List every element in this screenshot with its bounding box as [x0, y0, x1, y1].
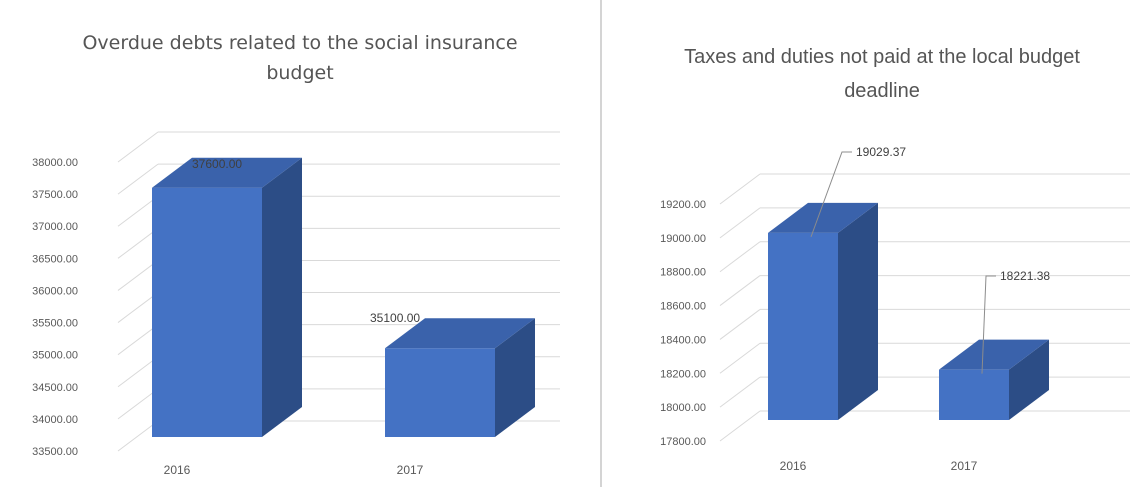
y-tick-label: 35000.00: [32, 350, 78, 362]
bar-chart-right: 17800.00 18000.00 18200.00 18400.00 18600.00…: [660, 145, 1130, 473]
data-label: 37600.00: [192, 157, 242, 171]
y-tick-label: 37500.00: [32, 189, 78, 201]
gridline-depth: [719, 309, 761, 340]
y-tick-label: 38000.00: [32, 157, 78, 169]
x-category-label: 2016: [164, 463, 191, 477]
gridline-depth: [117, 227, 159, 259]
gridline-depth: [719, 410, 761, 442]
bar-top: [768, 202, 878, 233]
chart-title: Overdue debts related to the social insu…: [82, 32, 518, 84]
bar-top: [152, 157, 302, 188]
gridline-depth: [719, 173, 761, 205]
bar-top: [939, 339, 1049, 370]
panel-divider: [600, 0, 602, 487]
x-category-label: 2016: [780, 459, 807, 473]
chart-panel-left: Overdue debts related to the social insu…: [32, 32, 560, 477]
bar-chart-left: 33500.00 34000.00 34500.00 35000.00 35500.00…: [32, 131, 560, 477]
chart-title: Taxes and duties not paid at the local b…: [684, 46, 1080, 102]
data-label: 35100.00: [370, 311, 420, 325]
x-category-label: 2017: [951, 459, 978, 473]
y-tick-label: 17800.00: [660, 436, 706, 448]
gridline-depth: [117, 163, 159, 195]
y-tick-label: 19000.00: [660, 233, 706, 245]
gridline-depth: [117, 131, 159, 163]
bar-front: [152, 187, 262, 437]
bar-side: [495, 318, 535, 437]
gridline-depth: [719, 207, 761, 239]
y-tick-label: 33500.00: [32, 446, 78, 458]
y-tick-label: 18200.00: [660, 368, 706, 380]
gridline-depth: [719, 376, 761, 408]
gridline-depth: [719, 275, 761, 306]
gridline-depth: [117, 420, 159, 452]
bar-front: [768, 232, 838, 420]
bar-side: [838, 202, 878, 420]
data-label-leader: [810, 151, 852, 238]
y-tick-label: 18000.00: [660, 402, 706, 414]
x-category-label: 2017: [397, 463, 424, 477]
bar-side: [262, 157, 302, 437]
y-tick-label: 19200.00: [660, 199, 706, 211]
data-label: 18221.38: [1000, 269, 1050, 283]
y-tick-label: 36000.00: [32, 285, 78, 297]
data-label-leader: [981, 275, 996, 374]
y-tick-label: 36500.00: [32, 253, 78, 265]
bar-front: [385, 348, 495, 437]
gridline-depth: [117, 388, 159, 420]
y-tick-label: 18800.00: [660, 267, 706, 279]
gridline-depth: [719, 241, 761, 273]
bar-side: [1009, 339, 1049, 420]
bar-top: [385, 318, 535, 349]
y-tick-label: 34000.00: [32, 414, 78, 426]
y-tick-label: 18600.00: [660, 301, 706, 313]
y-tick-label: 18400.00: [660, 334, 706, 346]
gridline-depth: [117, 324, 159, 356]
y-tick-label: 34500.00: [32, 382, 78, 394]
data-label: 19029.37: [856, 145, 906, 159]
gridline-depth: [117, 292, 159, 323]
bar-front: [939, 369, 1009, 420]
gridline-depth: [117, 260, 159, 291]
chart-panel-right: Taxes and duties not paid at the local b…: [602, 0, 1130, 487]
y-tick-label: 35500.00: [32, 318, 78, 330]
y-tick-label: 37000.00: [32, 221, 78, 233]
gridline-depth: [117, 195, 159, 227]
gridline-depth: [117, 356, 159, 388]
gridline-depth: [719, 342, 761, 374]
